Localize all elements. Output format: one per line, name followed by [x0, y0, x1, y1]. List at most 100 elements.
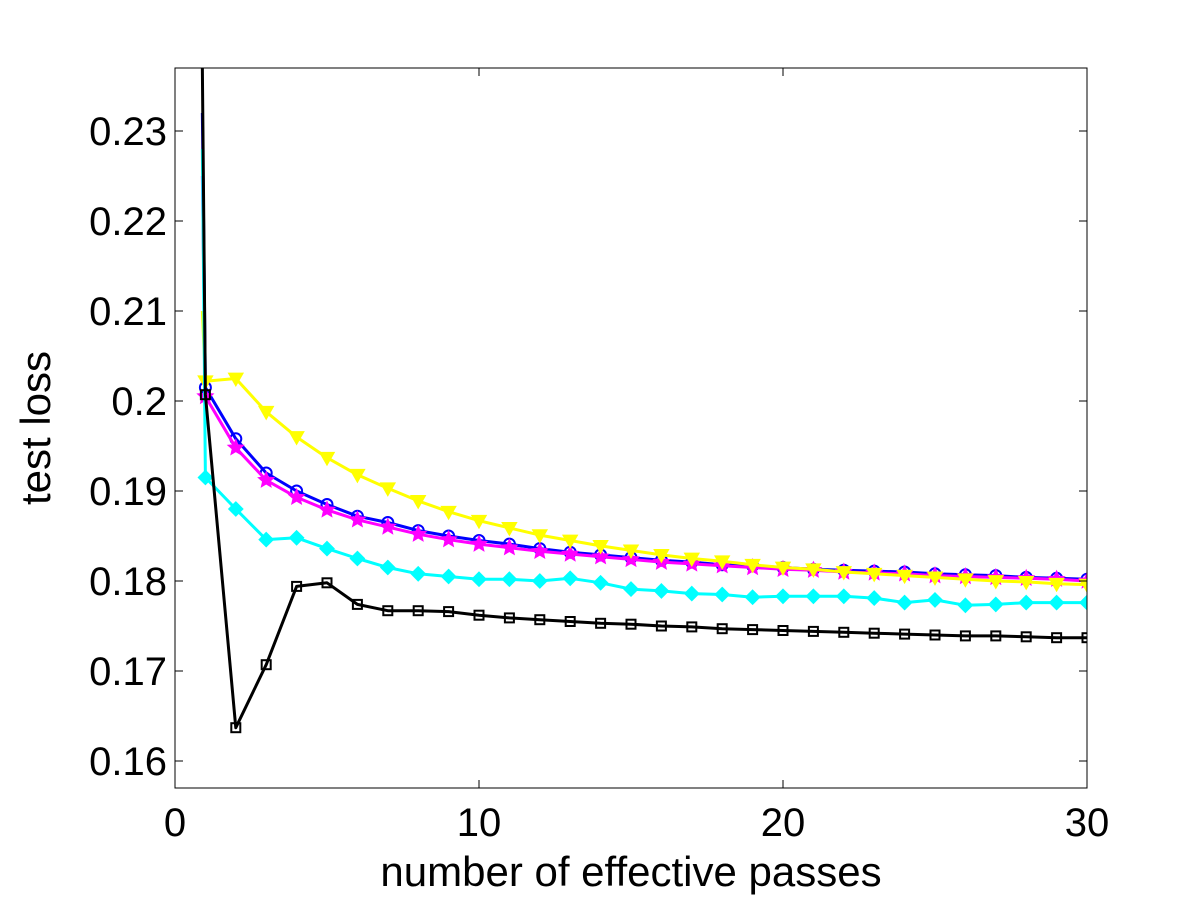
plot-area	[175, 68, 1087, 788]
data-point	[260, 659, 272, 671]
y-tick-label: 0.2	[111, 380, 167, 424]
data-point	[443, 606, 455, 618]
data-point	[291, 580, 303, 592]
data-point	[805, 588, 822, 605]
y-tick-label: 0.22	[89, 200, 167, 244]
data-point	[868, 627, 880, 639]
data-point	[409, 524, 428, 542]
data-point	[409, 495, 427, 510]
data-point	[807, 625, 819, 637]
data-point	[1051, 632, 1063, 644]
x-tick-label: 0	[164, 801, 186, 845]
data-point	[227, 501, 244, 517]
data-point	[317, 500, 337, 518]
data-point	[561, 544, 580, 562]
data-point	[959, 630, 971, 642]
x-axis-title: number of effective passes	[380, 848, 881, 895]
data-point	[835, 566, 853, 581]
y-tick-label: 0.21	[89, 290, 167, 334]
data-point	[714, 586, 731, 603]
y-tick-label: 0.16	[89, 740, 167, 784]
data-point	[774, 561, 792, 577]
data-point	[1018, 594, 1035, 611]
data-point	[378, 517, 397, 535]
data-point	[379, 559, 396, 576]
data-point	[957, 573, 974, 588]
data-point	[987, 596, 1004, 613]
data-point	[319, 540, 335, 557]
data-point	[713, 555, 731, 570]
data-point	[838, 626, 850, 638]
data-point	[501, 571, 518, 588]
data-point	[805, 563, 822, 578]
data-point	[777, 625, 789, 636]
data-point	[990, 630, 1002, 642]
data-point	[1048, 577, 1065, 593]
data-point	[683, 585, 700, 602]
y-tick-label: 0.18	[89, 560, 167, 604]
data-point	[926, 571, 944, 586]
x-tick-label: 20	[761, 801, 806, 845]
data-point	[865, 567, 883, 583]
data-point	[501, 522, 518, 537]
data-point	[775, 588, 791, 605]
data-point	[899, 628, 911, 640]
data-point	[531, 573, 548, 589]
y-tick-label: 0.19	[89, 470, 167, 514]
data-point	[927, 591, 943, 608]
data-point	[1048, 594, 1065, 611]
series-yellow-triangle	[197, 310, 1087, 594]
data-point	[896, 569, 913, 585]
data-point	[349, 550, 366, 567]
x-tick-label: 30	[1065, 801, 1110, 845]
data-point	[683, 552, 701, 568]
data-point	[257, 405, 275, 421]
data-point	[439, 530, 458, 548]
series-black-square	[199, 68, 1087, 734]
data-point	[1020, 631, 1032, 643]
tick-layer: 0 10 20 30 0.16 0.17 0.18 0.19 0.2 0.21 0.22 0.23	[89, 68, 1109, 845]
data-point	[412, 605, 424, 617]
data-point	[473, 609, 485, 621]
data-point	[747, 624, 759, 636]
data-point	[351, 598, 363, 610]
data-point	[591, 547, 610, 565]
data-point	[595, 617, 607, 629]
data-point	[440, 505, 457, 521]
data-point	[349, 468, 366, 484]
data-point	[744, 589, 761, 606]
series-line-black-square	[200, 68, 1087, 730]
data-point	[592, 540, 609, 555]
data-point	[470, 514, 488, 530]
data-point	[199, 389, 211, 401]
data-point	[226, 438, 245, 456]
series-layer	[196, 68, 1087, 734]
y-axis-title: test loss	[12, 351, 59, 505]
data-point	[227, 372, 245, 388]
data-point	[321, 577, 333, 589]
data-point	[929, 629, 941, 641]
data-point	[534, 614, 546, 626]
data-point	[561, 534, 579, 550]
data-point	[653, 582, 670, 599]
series-cyan-diamond	[197, 148, 1087, 614]
data-point	[410, 565, 427, 582]
data-point	[562, 570, 579, 587]
data-point	[1081, 632, 1087, 644]
data-point	[896, 594, 913, 611]
data-point	[288, 431, 305, 446]
data-point	[469, 534, 489, 552]
plot-frame	[174, 67, 1088, 789]
data-point	[653, 549, 670, 564]
data-point	[288, 529, 305, 546]
y-tick-label: 0.17	[89, 650, 167, 694]
data-point	[1079, 594, 1087, 611]
data-point	[866, 590, 883, 607]
data-point	[686, 621, 698, 633]
data-point	[531, 529, 549, 544]
data-point	[530, 541, 549, 560]
data-point	[197, 469, 214, 486]
data-point	[287, 487, 306, 506]
data-point	[623, 581, 639, 598]
data-point	[1078, 578, 1087, 594]
